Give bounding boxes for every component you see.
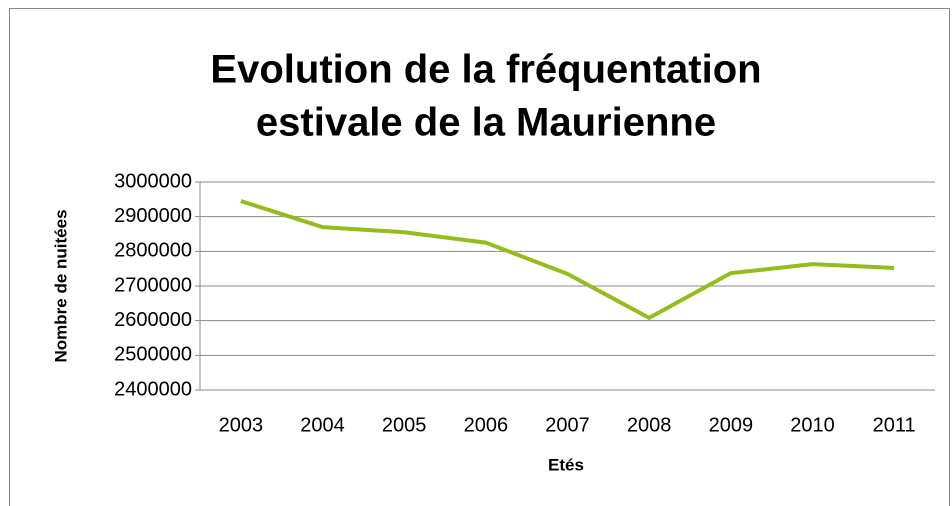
line-series xyxy=(240,199,895,320)
x-axis-title: Etés xyxy=(548,455,584,474)
y-tick-label: 3000000 xyxy=(114,170,192,192)
y-tick-label: 2400000 xyxy=(114,378,192,400)
y-tick-label: 2900000 xyxy=(114,205,192,227)
y-axis-title: Nombre de nuitées xyxy=(51,209,70,362)
x-tick-label: 2005 xyxy=(382,414,427,436)
y-tick-label: 2600000 xyxy=(114,309,192,331)
y-tick-label: 2700000 xyxy=(114,274,192,296)
x-tick-label: 2011 xyxy=(873,414,916,436)
chart-title: estivale de la Maurienne xyxy=(256,101,716,145)
x-tick-label: 2009 xyxy=(709,414,754,436)
chart-title: Evolution de la fréquentation xyxy=(210,48,761,92)
y-tick-label: 2500000 xyxy=(114,344,192,366)
x-tick-label: 2004 xyxy=(300,414,345,436)
x-tick-label: 2010 xyxy=(790,414,835,436)
y-tick-label: 2800000 xyxy=(114,240,192,262)
x-tick-label: 2008 xyxy=(627,414,672,436)
x-tick-label: 2006 xyxy=(464,414,509,436)
chart-border xyxy=(9,8,950,506)
x-tick-label: 2007 xyxy=(545,414,590,436)
x-tick-label: 2003 xyxy=(219,414,264,436)
